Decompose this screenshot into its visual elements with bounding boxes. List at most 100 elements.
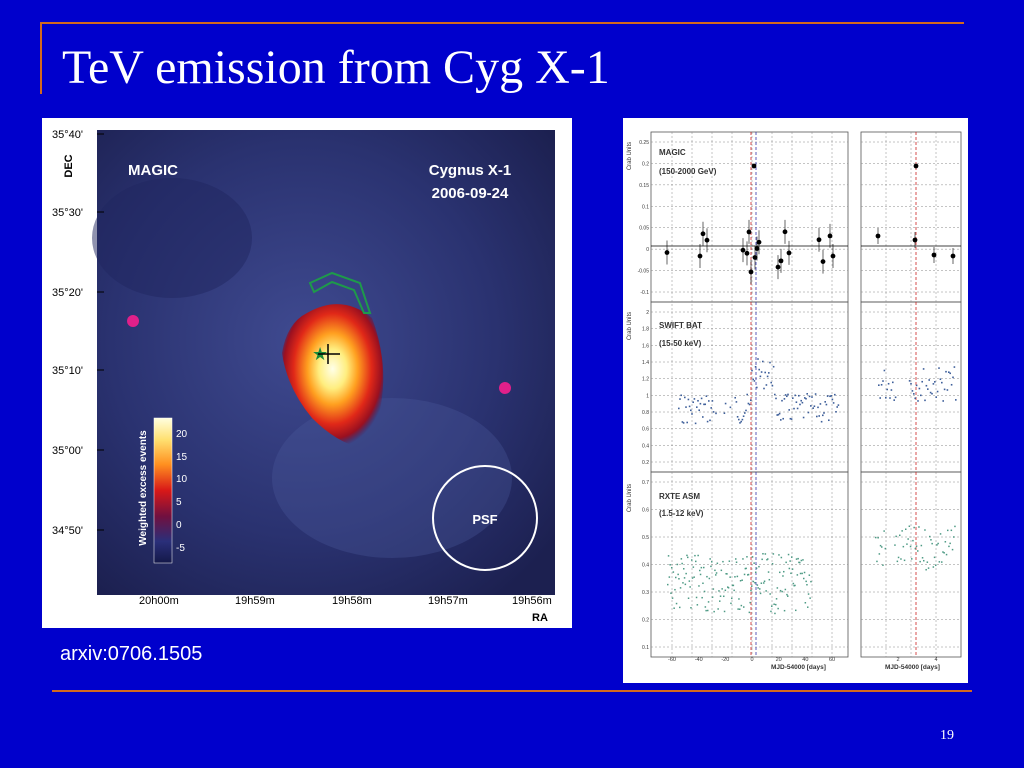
ra-tick: 19h59m — [235, 595, 275, 607]
asm-point — [667, 583, 669, 586]
asm-point — [711, 561, 713, 563]
bat-point — [908, 380, 911, 382]
bat-point — [745, 409, 747, 412]
bat-point — [758, 368, 760, 371]
bat-point — [834, 393, 836, 396]
bat-point — [813, 405, 816, 408]
bat-point — [710, 407, 712, 409]
magic-panel-frame — [650, 131, 849, 303]
bat-point — [816, 415, 818, 418]
x-tick: 0 — [750, 657, 753, 663]
asm-point — [784, 588, 787, 591]
asm-point — [731, 597, 733, 600]
bat-point — [807, 411, 810, 414]
asm-point — [807, 593, 810, 595]
asm-point — [787, 595, 789, 597]
asm-point — [772, 553, 775, 555]
bat-point — [790, 418, 793, 420]
asm-point — [679, 606, 681, 609]
bat-point — [764, 371, 766, 374]
x-tick: 20 — [776, 657, 782, 663]
y-tick: 0.7 — [642, 480, 649, 486]
bat-point — [682, 422, 685, 424]
magic-point — [782, 229, 788, 235]
asm-point — [749, 601, 751, 604]
bat-point — [774, 393, 776, 396]
colorbar-tick: 5 — [176, 497, 182, 508]
bat-point — [824, 401, 826, 403]
magic-point — [913, 163, 919, 169]
asm-point — [721, 588, 723, 590]
bat-point — [685, 406, 687, 408]
bat-point — [697, 399, 699, 402]
slide-title: TeV emission from Cyg X-1 — [62, 41, 610, 94]
ra-axis-label: RA — [532, 612, 548, 624]
asm-point — [915, 545, 918, 547]
asm-point — [954, 525, 956, 528]
asm-point — [932, 566, 935, 568]
bat-point — [741, 418, 744, 421]
bat-point — [782, 417, 784, 420]
bat-point — [744, 412, 746, 414]
magic-point — [664, 250, 670, 255]
asm-point — [920, 544, 923, 547]
lightcurve-points — [664, 163, 957, 615]
bat-point — [819, 403, 822, 405]
asm-point — [727, 586, 729, 588]
bat-point — [736, 415, 739, 418]
asm-panel-label: RXTE ASM — [659, 492, 700, 501]
asm-point — [949, 542, 951, 545]
y-tick: -0.1 — [640, 290, 649, 296]
bat-point — [780, 419, 782, 421]
asm-point — [761, 558, 763, 561]
asm-point — [755, 571, 757, 574]
asm-point — [900, 558, 902, 560]
asm-point — [716, 562, 719, 565]
bat-point — [927, 388, 929, 390]
bat-point — [921, 380, 923, 383]
bat-point — [805, 397, 807, 400]
bat-point — [825, 403, 828, 406]
asm-point — [763, 580, 766, 583]
asm-point — [762, 553, 764, 555]
bat-point — [757, 358, 759, 360]
asm-point — [670, 592, 672, 594]
x-tick: -20 — [721, 657, 729, 663]
asm-point — [905, 528, 907, 531]
asm-point — [748, 611, 751, 614]
top-rule — [40, 22, 964, 24]
bat-point — [799, 403, 801, 406]
asm-point — [713, 610, 715, 613]
asm-point — [806, 583, 808, 586]
asm-y-label: Crab Units — [627, 484, 633, 512]
asm-point — [710, 565, 712, 568]
y-tick: 1.4 — [642, 360, 649, 366]
asm-point — [723, 595, 725, 598]
bat-point — [723, 412, 726, 415]
asm-point — [699, 573, 702, 576]
colorbar-tick: 20 — [176, 429, 188, 440]
asm-point — [725, 573, 727, 575]
bat-point — [769, 361, 771, 364]
asm-point — [719, 600, 721, 602]
bat-point — [806, 393, 808, 395]
bat-point — [893, 399, 895, 401]
asm-point — [935, 564, 937, 567]
x-tick: -60 — [668, 657, 676, 663]
bat-point — [796, 407, 799, 410]
asm-point — [679, 587, 682, 589]
bat-point — [735, 401, 738, 403]
asm-point — [925, 568, 927, 571]
asm-point — [801, 572, 803, 575]
bat-point — [820, 420, 823, 423]
magic-point — [704, 237, 710, 243]
asm-point — [808, 574, 811, 576]
page-number: 19 — [940, 728, 954, 743]
bat-point — [756, 386, 758, 389]
asm-point — [729, 576, 731, 578]
bat-point — [698, 409, 700, 412]
bat-point — [931, 392, 933, 395]
asm-point — [708, 577, 711, 580]
asm-point — [773, 603, 775, 605]
asm-point — [691, 559, 693, 561]
